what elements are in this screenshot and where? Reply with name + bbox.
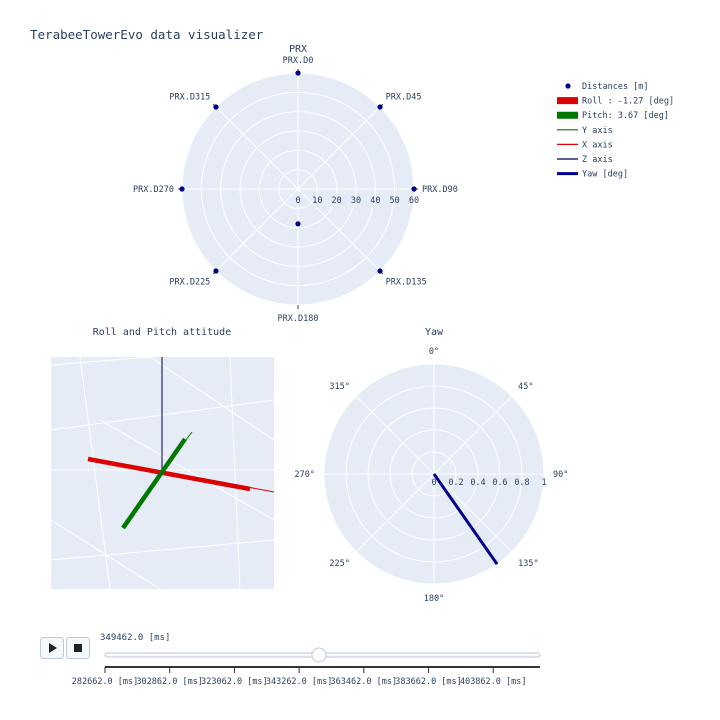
prx-radial-tick-label: 30	[351, 196, 361, 206]
legend-item-pitch-3-67-deg-label: Pitch: 3.67 [deg]	[582, 111, 669, 121]
yaw-radial-tick-label: 0.8	[514, 478, 529, 488]
prx-distance-point-prx-d180	[295, 221, 301, 227]
yaw-angular-gridline	[355, 473, 435, 553]
yaw-polar-chart: Yaw 0° 45° 90° 135° 180° 225° 270° 315° 0 0.2 0.4 0.…	[295, 327, 569, 604]
yaw-angular-label-180: 180°	[424, 594, 444, 604]
slider-tick-label: 343262.0 [ms]	[266, 677, 333, 687]
time-slider[interactable]: 282662.0 [ms]302862.0 [ms]323062.0 [ms]3…	[72, 647, 541, 687]
attitude-gridline	[149, 356, 274, 441]
prx-distance-point-prx-d135	[377, 268, 383, 274]
prx-angular-label-prx-d180: PRX.D180	[278, 314, 319, 324]
legend-item-distances-m-label: Distances [m]	[582, 82, 649, 92]
prx-angular-label-prx-d135: PRX.D135	[386, 278, 427, 288]
yaw-angular-label-315: 315°	[329, 382, 349, 392]
prx-distance-point-prx-d270	[179, 186, 185, 192]
yaw-radial-tick-label: 0.6	[492, 478, 507, 488]
prx-angular-label-prx-d45: PRX.D45	[386, 92, 422, 102]
yaw-angular-gridline	[433, 395, 513, 475]
slider-tick-label: 363462.0 [ms]	[331, 677, 398, 687]
attitude-gridline	[99, 419, 274, 521]
yaw-angular-label-225: 225°	[329, 559, 349, 569]
prx-radial-tick-label: 50	[390, 196, 400, 206]
prx-angular-label-prx-d225: PRX.D225	[169, 278, 210, 288]
prx-distance-point-prx-d0	[295, 70, 301, 76]
attitude-gridline	[229, 356, 241, 590]
prx-distance-point-prx-d315	[213, 104, 219, 110]
legend-item-x-axis-label: X axis	[582, 140, 613, 150]
prx-angular-gridline	[297, 106, 381, 190]
play-button[interactable]	[40, 637, 64, 659]
prx-distance-point-prx-d225	[213, 268, 219, 274]
prx-radial-tick-label: 10	[312, 196, 322, 206]
yaw-radial-tick-label: 1	[541, 478, 546, 488]
yaw-angular-gridline	[433, 473, 513, 553]
stop-icon	[74, 644, 82, 652]
prx-angular-gridline	[297, 188, 381, 272]
slider-tick-label: 323062.0 [ms]	[201, 677, 268, 687]
prx-angular-gridline	[215, 188, 299, 272]
attitude-gridline	[50, 519, 161, 590]
stop-button[interactable]	[66, 637, 90, 659]
yaw-angular-label-0: 0°	[429, 347, 439, 357]
prx-angular-label-prx-d0: PRX.D0	[283, 56, 314, 66]
prx-angular-gridline	[215, 106, 299, 190]
yaw-radial-tick-label: 0.4	[470, 478, 485, 488]
yaw-radial-tick-label: 0.2	[448, 478, 463, 488]
legend[interactable]: Distances [m] Roll : -1.27 [deg] Pitch: 3.…	[557, 82, 674, 180]
prx-distance-point-prx-d90	[411, 186, 417, 192]
prx-title: PRX	[289, 44, 307, 55]
prx-angular-label-prx-d270: PRX.D270	[133, 185, 174, 195]
legend-item-z-axis-label: Z axis	[582, 155, 613, 165]
prx-distance-point-prx-d45	[377, 104, 383, 110]
roll-line	[87, 456, 251, 492]
slider-tick-label: 383662.0 [ms]	[395, 677, 462, 687]
prx-angular-label-prx-d315: PRX.D315	[169, 92, 210, 102]
prx-angular-label-prx-d90: PRX.D90	[422, 185, 458, 195]
prx-radial-tick-label: 60	[409, 196, 419, 206]
yaw-angular-label-45: 45°	[518, 382, 533, 392]
pitch-line	[121, 437, 187, 530]
attitude-gridline	[50, 539, 274, 561]
yaw-line	[432, 473, 499, 565]
legend-item-distances-m-swatch	[565, 83, 571, 89]
slider-tick-label: 403862.0 [ms]	[460, 677, 527, 687]
yaw-angular-label-135: 135°	[518, 559, 538, 569]
roll-pitch-3d-chart[interactable]: Roll and Pitch attitude	[50, 327, 274, 590]
legend-item-roll-1-27-deg-label: Roll : -1.27 [deg]	[582, 97, 674, 107]
yaw-radial-tick-label: 0	[431, 478, 436, 488]
prx-radial-tick-label: 20	[332, 196, 342, 206]
yaw-angular-label-90: 90°	[553, 470, 568, 480]
slider-tick-label: 302862.0 [ms]	[136, 677, 203, 687]
yaw-angular-gridline	[355, 395, 435, 475]
page-title: TerabeeTowerEvo data visualizer	[30, 27, 264, 42]
yaw-title: Yaw	[425, 327, 444, 338]
attitude-title: Roll and Pitch attitude	[93, 327, 231, 338]
slider-handle[interactable]	[311, 647, 327, 663]
attitude-scene	[50, 356, 274, 590]
prx-radial-tick-label: 0	[295, 196, 300, 206]
yaw-angular-label-270: 270°	[295, 470, 315, 480]
slider-tick-label: 282662.0 [ms]	[72, 677, 139, 687]
legend-item-y-axis-label: Y axis	[582, 126, 613, 136]
legend-item-yaw-deg-label: Yaw [deg]	[582, 170, 628, 180]
attitude-gridline	[50, 356, 151, 366]
attitude-gridline	[79, 356, 111, 590]
play-icon	[49, 643, 57, 653]
slider-current-value: 349462.0 [ms]	[100, 633, 171, 643]
prx-radial-tick-label: 40	[370, 196, 380, 206]
